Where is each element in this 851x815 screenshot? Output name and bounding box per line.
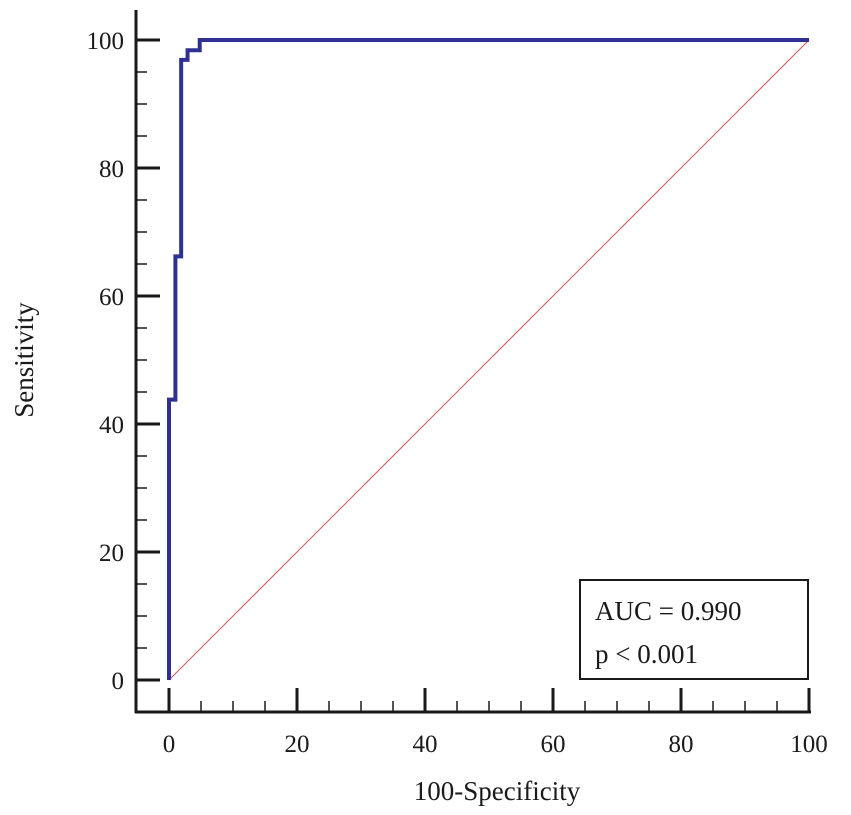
x-axis-label: 100-Specificity [414,776,581,806]
y-tick-label: 20 [99,540,124,567]
axes-layer [134,10,811,714]
roc-curve-line [167,38,809,680]
y-axis-ticks: 0 20 40 60 80 100 [87,28,160,695]
reference-diagonal-line [168,39,810,681]
y-tick-label: 60 [99,284,124,311]
x-tick-label: 60 [541,731,566,758]
roc-curve-layer [167,38,809,680]
annotation-border [579,579,809,680]
y-axis-label: Sensitivity [9,302,39,418]
reference-line-layer [168,39,810,681]
y-tick-label: 40 [99,412,124,439]
x-tick-label: 80 [669,731,694,758]
y-tick-label: 80 [99,156,124,183]
y-tick-label: 0 [112,668,125,695]
annotation-box: AUC = 0.990 p < 0.001 [579,579,809,680]
x-tick-label: 0 [163,731,176,758]
x-axis-ticks: 0 20 40 60 80 100 [163,688,828,758]
x-tick-label: 20 [285,731,310,758]
annotation-auc: AUC = 0.990 [595,596,741,626]
y-tick-label: 100 [87,28,125,55]
x-tick-label: 40 [413,731,438,758]
x-tick-label: 100 [790,731,828,758]
annotation-p-value: p < 0.001 [595,639,698,669]
